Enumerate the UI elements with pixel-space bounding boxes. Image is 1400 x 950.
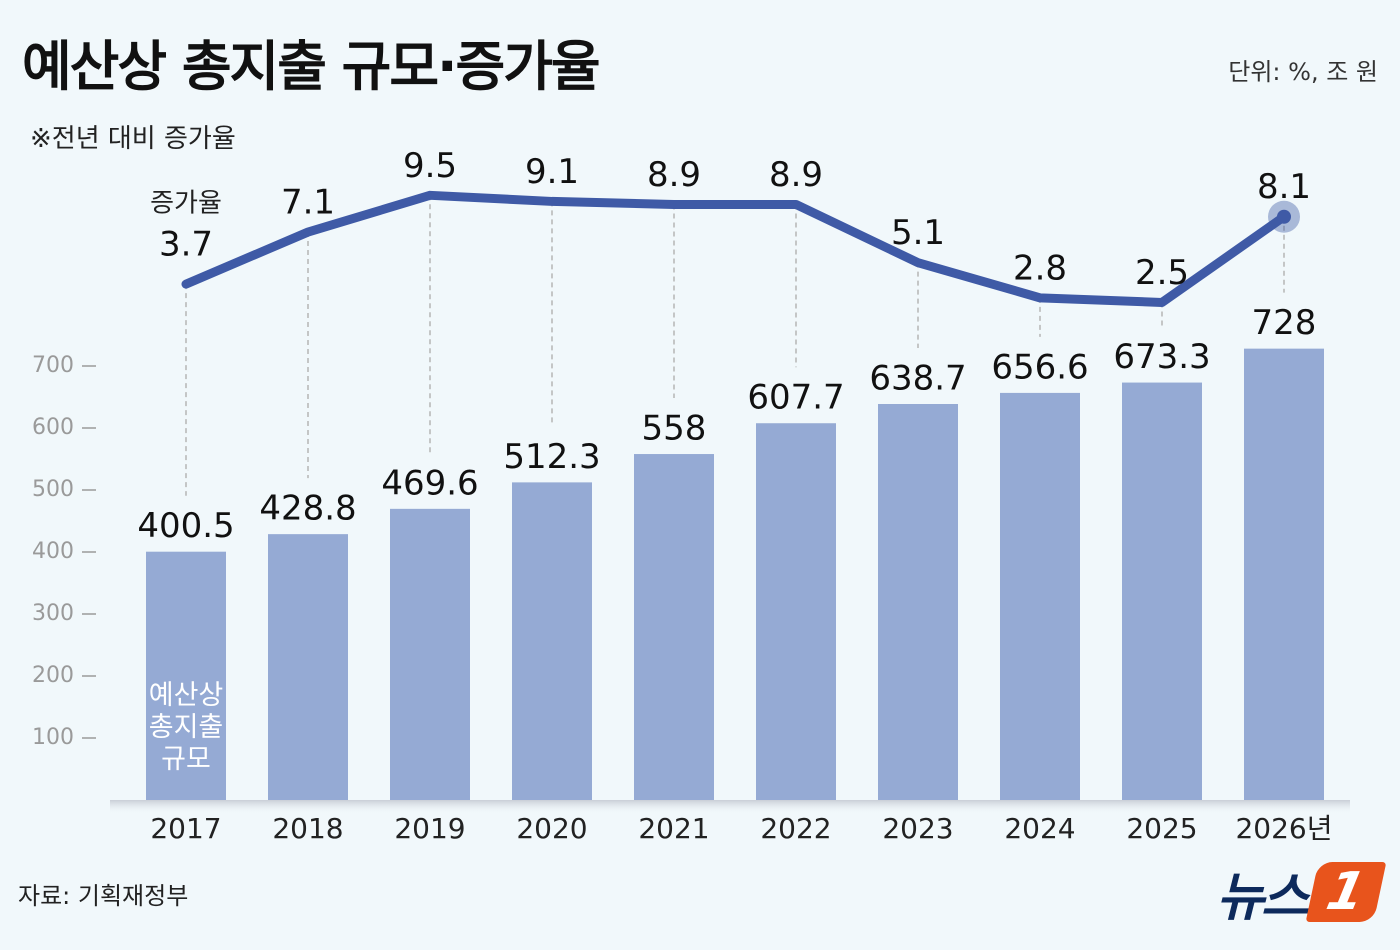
x-tick-label: 2023 [882, 812, 953, 845]
y-tick-label: 700 [32, 353, 74, 378]
y-tick-label: 600 [32, 415, 74, 440]
logo-mark: 1 [1305, 862, 1387, 922]
line-value-label: 8.9 [647, 155, 701, 195]
bar-series-label: 예산상 총지출 규모 [148, 680, 224, 775]
x-tick-label: 2024 [1004, 812, 1075, 845]
line-value-label: 3.7 [159, 225, 213, 265]
chart-subtitle: ※전년 대비 증가율 [30, 124, 236, 154]
y-tick-label: 100 [32, 725, 74, 750]
line-value-label: 9.1 [525, 152, 579, 192]
line-value-label: 2.8 [1013, 248, 1067, 288]
line-value-label: 7.1 [281, 183, 335, 223]
y-tick-label: 300 [32, 601, 74, 626]
line-series-label: 증가율 [150, 189, 222, 219]
source: 자료: 기획재정부 [18, 882, 189, 910]
bar-value-label: 558 [642, 409, 707, 449]
bar-value-label: 728 [1252, 303, 1317, 343]
growth-line [181, 190, 1289, 307]
bar-value-label: 673.3 [1113, 337, 1210, 377]
bar-value-label: 428.8 [259, 489, 356, 529]
bar-value-label: 400.5 [137, 506, 234, 546]
bar [390, 508, 470, 800]
bar-value-label: 512.3 [503, 437, 600, 477]
highlight-point [1277, 209, 1291, 224]
chart-title: 예산상 총지출 규모·증가율 [22, 35, 601, 98]
bar-value-label: 469.6 [381, 463, 478, 503]
x-tick-label: 2019 [394, 812, 465, 845]
logo: 뉴스 1 [1216, 860, 1387, 928]
x-tick-label: 2020 [516, 812, 587, 845]
x-tick-label: 2026년 [1235, 812, 1332, 845]
bar [1122, 382, 1202, 800]
line-value-label: 5.1 [891, 213, 945, 253]
baseline-shade [110, 800, 1350, 814]
line-value-label: 2.5 [1135, 253, 1189, 293]
bar-value-label: 607.7 [747, 378, 844, 418]
y-tick-label: 200 [32, 663, 74, 688]
x-tick-label: 2017 [150, 812, 221, 845]
unit-label: 단위: %, 조 원 [1228, 58, 1378, 86]
logo-text: 뉴스 [1216, 867, 1309, 928]
bar [512, 482, 592, 800]
bar [268, 534, 348, 800]
y-tick-label: 400 [32, 539, 74, 564]
bar-value-label: 638.7 [869, 359, 966, 399]
x-tick-label: 2022 [760, 812, 831, 845]
y-tick-label: 500 [32, 477, 74, 502]
bar [146, 551, 226, 800]
x-tick-label: 2025 [1126, 812, 1197, 845]
line-value-label: 9.5 [403, 146, 457, 186]
bar [634, 454, 714, 800]
line-value-label: 8.9 [769, 155, 823, 195]
x-tick-label: 2018 [272, 812, 343, 845]
bar [878, 404, 958, 800]
bar [756, 423, 836, 800]
bar [1244, 348, 1324, 800]
bar-value-label: 656.6 [991, 347, 1088, 387]
line-value-label: 8.1 [1257, 167, 1311, 207]
bar [1000, 392, 1080, 800]
x-tick-label: 2021 [638, 812, 709, 845]
